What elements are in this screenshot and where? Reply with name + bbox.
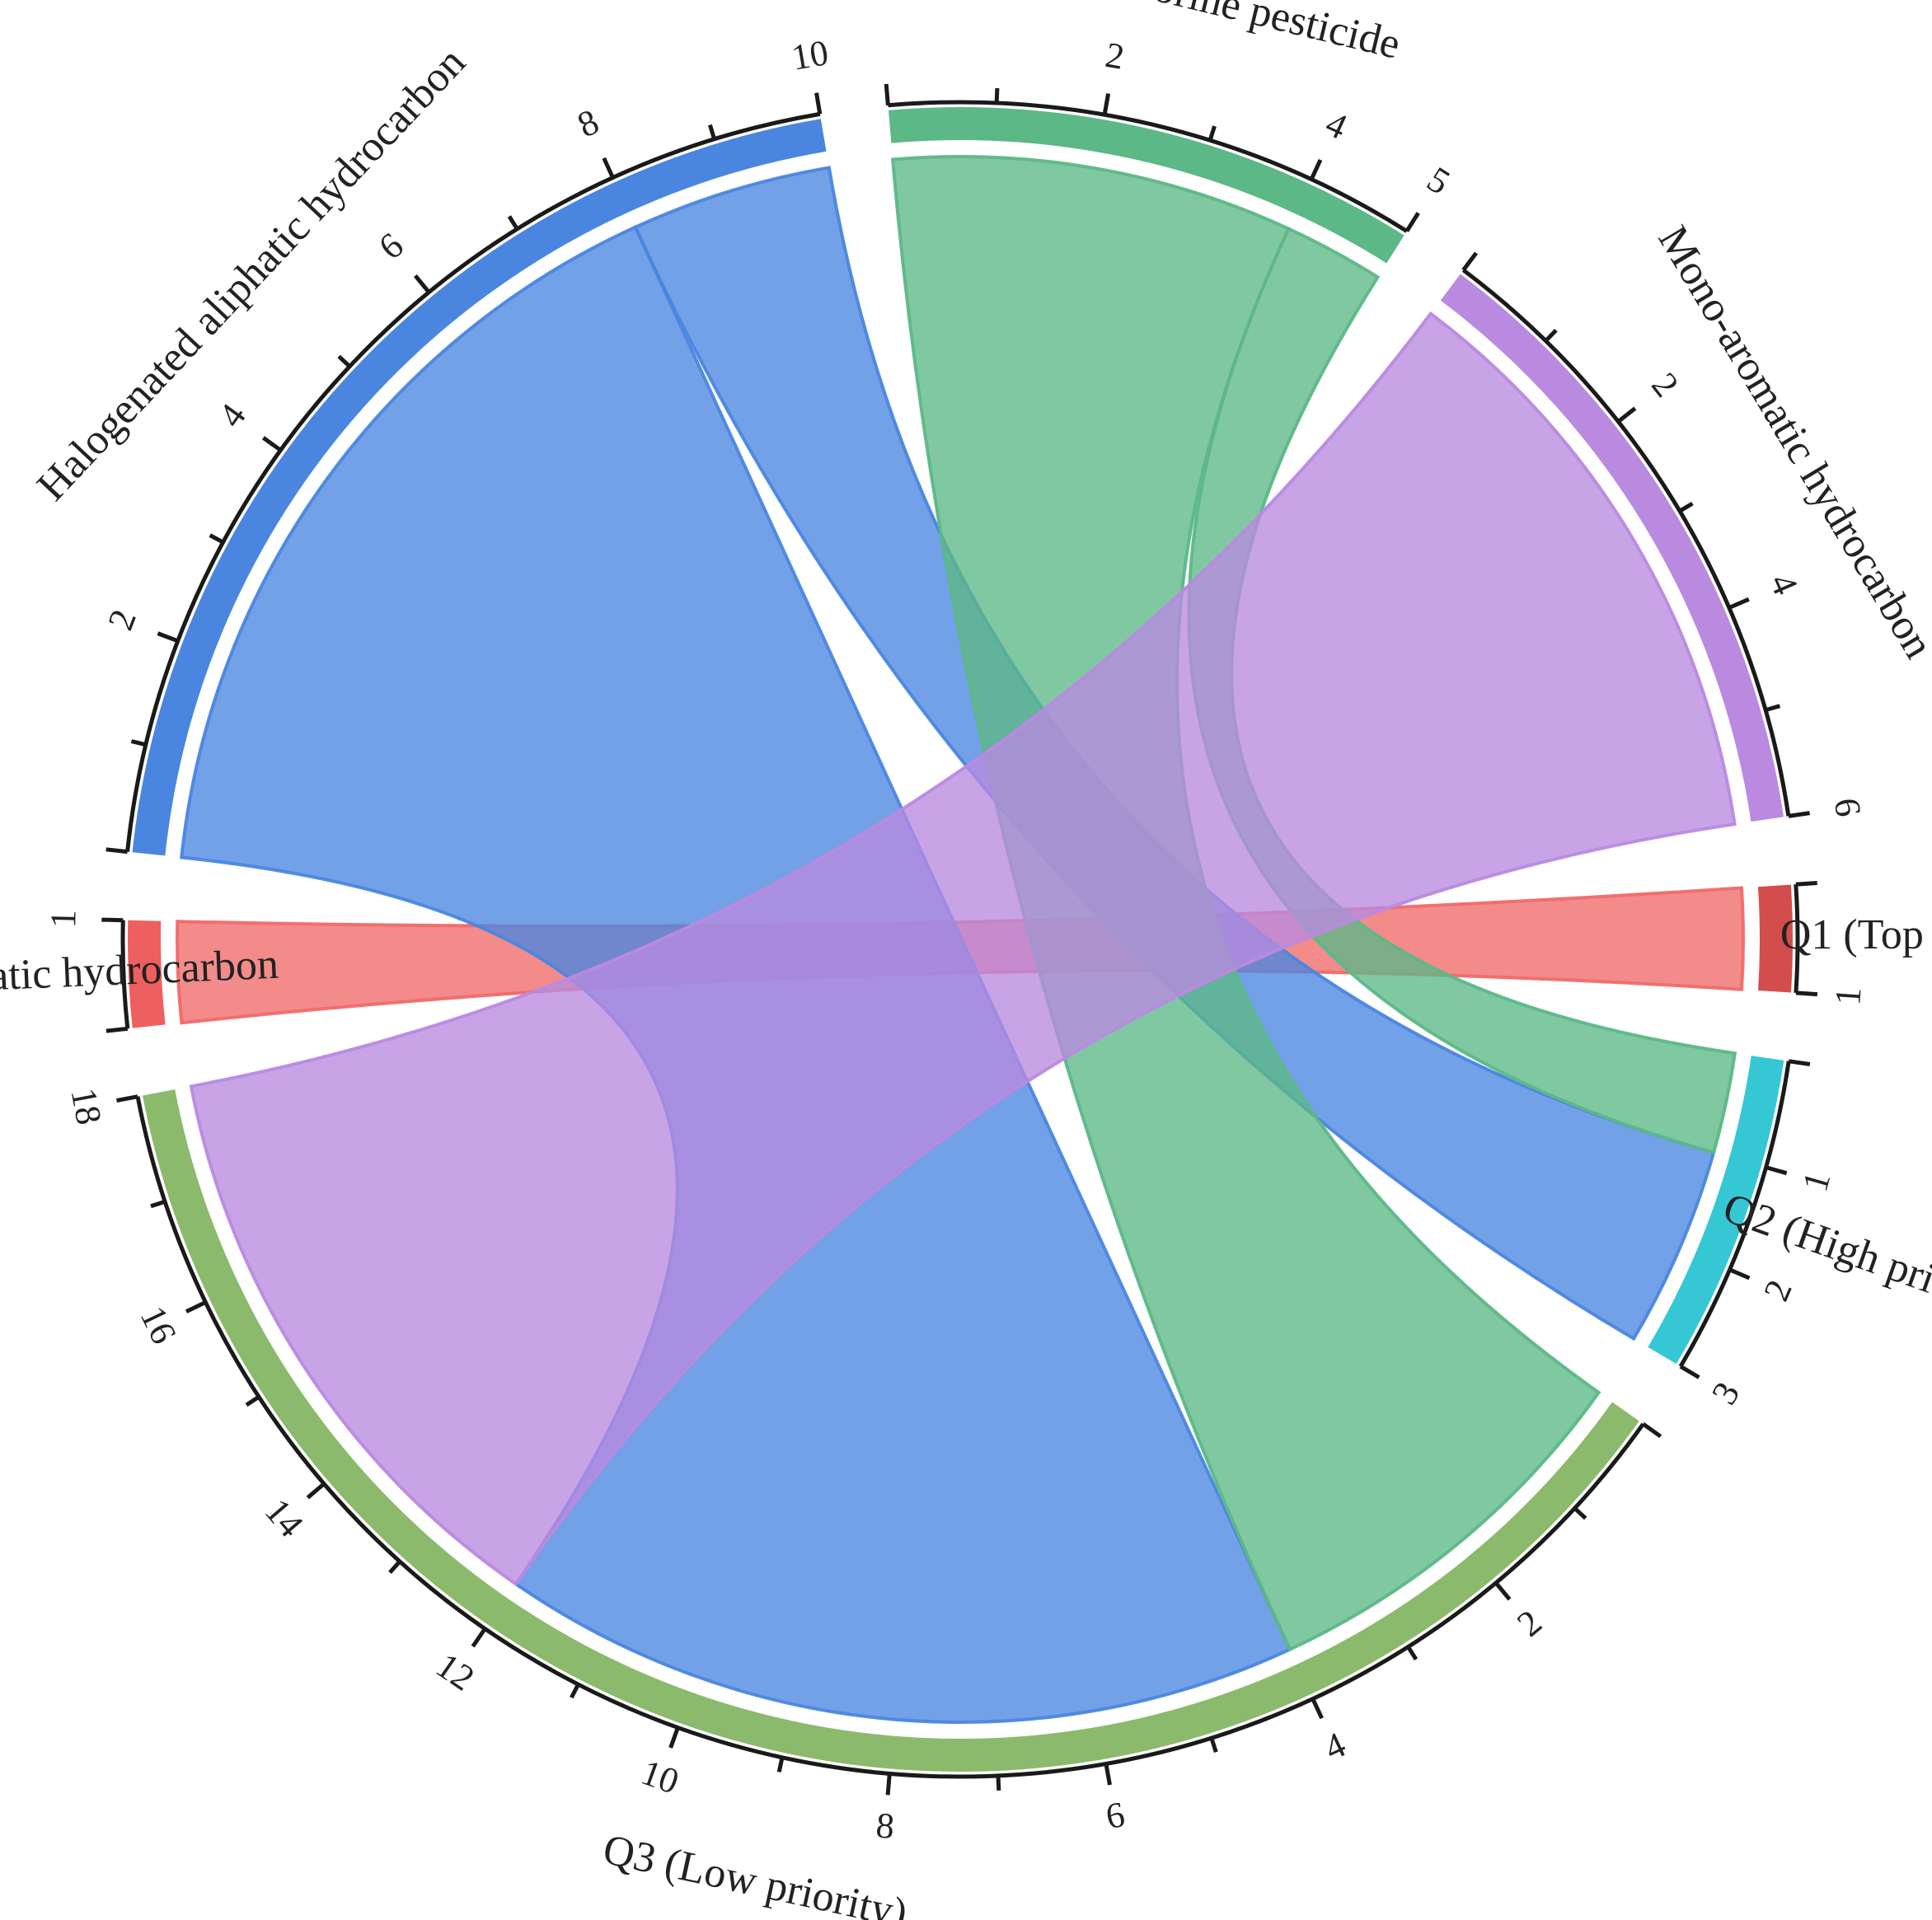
tick-label-q2-2: 2 [1756,1274,1800,1307]
tick-q3-16 [185,1300,207,1314]
tick-ocp-4 [1309,158,1323,180]
tick-label-q2-3: 3 [1704,1375,1747,1412]
group-label-q1: Q1 (Top priority) [1780,911,1932,959]
arc-q1 [1757,884,1793,993]
tick-mah-4 [1728,597,1750,610]
tick-hah-8 [602,157,615,179]
arc-q2 [1648,1056,1784,1365]
tick-label-q3-10: 10 [636,1752,684,1802]
tick-hah-3 [209,533,224,545]
tick-label-q3-8: 8 [875,1805,896,1847]
group-label-q3: Q3 (Low priority) [599,1826,912,1920]
tick-mah-3 [1678,501,1694,513]
tick-label-q3-16: 16 [132,1300,184,1350]
group-label-q2: Q2 (High priority) [1717,1184,1932,1334]
tick-hah-5 [337,354,351,368]
tick-label-hah-8: 8 [571,101,604,146]
tick-label-mah-4: 4 [1761,568,1806,601]
axis-line-q2 [1678,1061,1791,1368]
tick-q3-4 [1311,1698,1324,1720]
tick-hah-1 [130,739,147,747]
tick-ocp-2 [1102,93,1111,115]
tick-ocp-0 [884,83,890,106]
tick-q3-13 [388,1560,401,1574]
tick-label-q3-18: 18 [63,1084,109,1127]
tick-mah-5 [1765,704,1781,713]
tick-q3-11 [570,1683,580,1699]
tick-q1-0 [1795,881,1817,887]
tick-q3-18 [116,1094,138,1103]
tick-hah-4 [261,436,282,452]
tick-hah-0 [106,847,128,855]
tick-hah-7 [507,215,519,231]
tick-q3-0 [1642,1421,1662,1439]
tick-mah-6 [1788,811,1810,818]
tick-q2-1 [1765,1165,1788,1176]
tick-ocp-3 [1208,125,1217,142]
tick-q3-10 [668,1726,680,1749]
axis-line-ocp [888,100,1409,233]
tick-q3-15 [245,1395,260,1407]
tick-q2-3 [1679,1365,1700,1379]
tick-ocp-5 [1404,212,1420,232]
tick-q3-12 [471,1627,487,1648]
tick-label-q3-4: 4 [1318,1724,1352,1768]
tick-label-q3-14: 14 [257,1491,312,1544]
axis-line-mah [1461,268,1791,817]
tick-mah-2 [1616,406,1637,424]
ribbon-mah-q3 [189,311,1737,1586]
tick-pah-0 [106,1026,129,1033]
tick-q3-14 [306,1482,326,1500]
tick-mah-1 [1544,328,1558,343]
tick-label-hah-6: 6 [371,225,410,268]
tick-hah-10 [814,92,823,115]
axis-line-q1 [1794,884,1800,994]
tick-q3-2 [1494,1581,1512,1601]
axis-line-q3 [135,1096,1645,1779]
tick-mah-0 [1461,251,1479,272]
tick-label-q3-2: 2 [1509,1602,1549,1645]
tick-label-ocp-4: 4 [1320,103,1353,148]
tick-q3-8 [885,1773,892,1796]
tick-label-pah-1: 1 [43,909,83,928]
tick-label-q3-6: 6 [1103,1794,1128,1837]
arc-pah [128,920,166,1028]
tick-label-q3-12: 12 [429,1645,481,1698]
tick-q2-2 [1728,1267,1751,1281]
chord-ribbons [176,155,1745,1724]
group-label-ocp: Organochlorine pesticide [974,0,1404,68]
tick-label-q2-1: 1 [1794,1168,1838,1196]
tick-label-hah-2: 2 [100,604,144,635]
arc-ocp [888,107,1404,264]
arc-mah [1440,274,1784,822]
tick-q1-1 [1795,990,1818,997]
tick-label-ocp-2: 2 [1103,35,1128,77]
arc-hah [132,119,827,856]
tick-hah-2 [157,631,179,644]
tick-label-q1-1: 1 [1827,986,1869,1006]
tick-label-mah-6: 6 [1826,795,1869,819]
axis-line-pah [120,920,130,1029]
tick-label-mah-2: 2 [1644,365,1686,405]
tick-q3-7 [996,1775,1001,1791]
tick-q3-9 [776,1757,785,1772]
tick-q3-5 [1209,1737,1218,1754]
tick-q3-3 [1406,1646,1419,1661]
tick-q3-17 [150,1199,166,1209]
tick-label-ocp-5: 5 [1420,159,1457,203]
tick-q3-6 [1104,1763,1112,1786]
tick-ocp-1 [994,87,1000,104]
tick-q2-0 [1788,1059,1811,1066]
tick-hah-6 [413,274,431,294]
tick-label-hah-4: 4 [210,396,254,435]
tick-q3-1 [1573,1506,1587,1520]
tick-label-hah-10: 10 [789,32,832,78]
tick-hah-9 [708,124,716,140]
group-arcs [120,100,1800,1779]
